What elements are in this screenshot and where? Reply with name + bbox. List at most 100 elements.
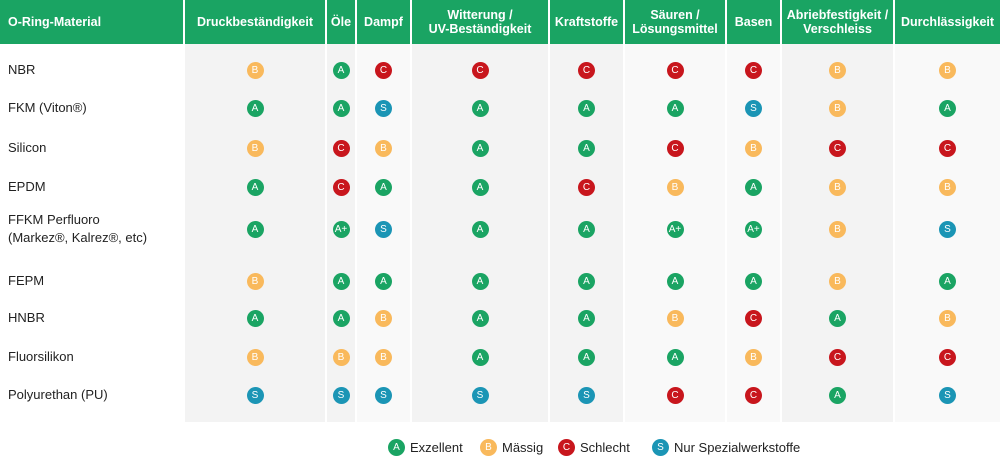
rating: B: [939, 61, 956, 79]
header-cell: Säuren / Lösungsmittel: [625, 0, 725, 44]
rating: A: [939, 99, 956, 117]
rating: C: [332, 178, 350, 196]
rating: A: [829, 386, 846, 404]
material: FFKM Perfluoro (Markez®, Kalrez®, etc): [8, 211, 183, 247]
rating: S: [332, 386, 350, 404]
rating: C: [666, 61, 684, 79]
rating: S: [939, 386, 956, 404]
rating: B: [745, 139, 762, 157]
legend-label: Mässig: [502, 440, 544, 455]
header-cell: O-Ring-Material: [0, 0, 183, 44]
rating: A: [471, 272, 489, 290]
rating: A: [666, 99, 684, 117]
rating: C: [829, 139, 846, 157]
legend-label: Nur Spezialwerkstoffe: [674, 440, 801, 455]
rating: A: [666, 272, 684, 290]
rating: C: [829, 348, 846, 366]
text-line: FKM (Viton®): [8, 100, 87, 115]
material: Silicon: [8, 139, 183, 157]
rating: B: [246, 61, 264, 79]
header-cell: Durchlässigkeit: [895, 0, 1000, 44]
rating: B: [829, 272, 846, 290]
rating: C: [939, 348, 956, 366]
rating: A: [578, 272, 595, 290]
text-line: Säuren /: [650, 8, 700, 22]
rating: C: [745, 61, 762, 79]
material: Fluorsilikon: [8, 348, 183, 366]
rating: C: [375, 61, 392, 79]
legend-icon: S: [652, 439, 669, 456]
rating: A: [246, 220, 264, 238]
rating: A: [578, 220, 595, 238]
rating: A: [578, 139, 595, 157]
text-line: (Markez®, Kalrez®, etc): [8, 230, 148, 245]
text-line: FFKM Perfluoro: [8, 212, 100, 227]
rating: B: [246, 348, 264, 366]
header-cell: Witterung / UV-Beständigkeit: [412, 0, 548, 44]
rating: S: [939, 220, 956, 238]
rating: B: [375, 348, 392, 366]
header-cell: Druckbeständigkeit: [185, 0, 325, 44]
rating: A: [578, 99, 595, 117]
text-line: O-Ring-Material: [8, 15, 102, 29]
rating: A: [578, 309, 595, 327]
rating: C: [332, 139, 350, 157]
material: HNBR: [8, 309, 183, 327]
rating: A: [829, 309, 846, 327]
rating: B: [246, 139, 264, 157]
text-line: Silicon: [8, 140, 47, 155]
legend-icon: C: [558, 439, 575, 456]
rating: B: [246, 272, 264, 290]
rating: B: [829, 178, 846, 196]
rating: A: [578, 348, 595, 366]
rating: S: [471, 386, 489, 404]
rating: S: [375, 220, 392, 238]
rating: B: [666, 178, 684, 196]
rating: A: [375, 272, 392, 290]
rating: B: [375, 139, 392, 157]
text-line: Kraftstoffe: [554, 15, 619, 29]
rating: B: [829, 99, 846, 117]
rating: B: [332, 348, 350, 366]
rating: A: [332, 99, 350, 117]
material: Polyurethan (PU): [8, 386, 183, 404]
rating: S: [246, 386, 264, 404]
rating: A: [666, 348, 684, 366]
rating: C: [578, 178, 595, 196]
rating: A: [471, 309, 489, 327]
rating: A+: [666, 220, 684, 238]
text-line: HNBR: [8, 310, 45, 325]
text-line: Abriebfestigkeit /: [786, 8, 889, 22]
material: NBR: [8, 61, 183, 79]
material: FKM (Viton®): [8, 99, 183, 117]
rating: S: [375, 386, 392, 404]
header-cell: Öle: [327, 0, 355, 44]
rating: A: [471, 99, 489, 117]
rating: A+: [745, 220, 762, 238]
material: FEPM: [8, 272, 183, 290]
rating: A: [246, 309, 264, 327]
text-line: FEPM: [8, 273, 45, 288]
text-line: Fluorsilikon: [8, 349, 74, 364]
header-cell: Kraftstoffe: [550, 0, 623, 44]
header-cell: Dampf: [357, 0, 410, 44]
rating: S: [745, 99, 762, 117]
text-line: Dampf: [364, 15, 403, 29]
text-line: Lösungsmittel: [632, 22, 718, 36]
rating: A: [471, 178, 489, 196]
rating: A: [471, 220, 489, 238]
rating: A: [246, 99, 264, 117]
legend-icon: A: [388, 439, 405, 456]
rating: A: [939, 272, 956, 290]
rating: C: [471, 61, 489, 79]
text-line: Witterung /: [447, 8, 513, 22]
rating: A: [332, 309, 350, 327]
rating: A: [332, 272, 350, 290]
legend-icon: B: [480, 439, 497, 456]
rating: S: [375, 99, 392, 117]
rating: B: [829, 220, 846, 238]
rating: A: [375, 178, 392, 196]
text-line: EPDM: [8, 179, 46, 194]
rating: A: [332, 61, 350, 79]
